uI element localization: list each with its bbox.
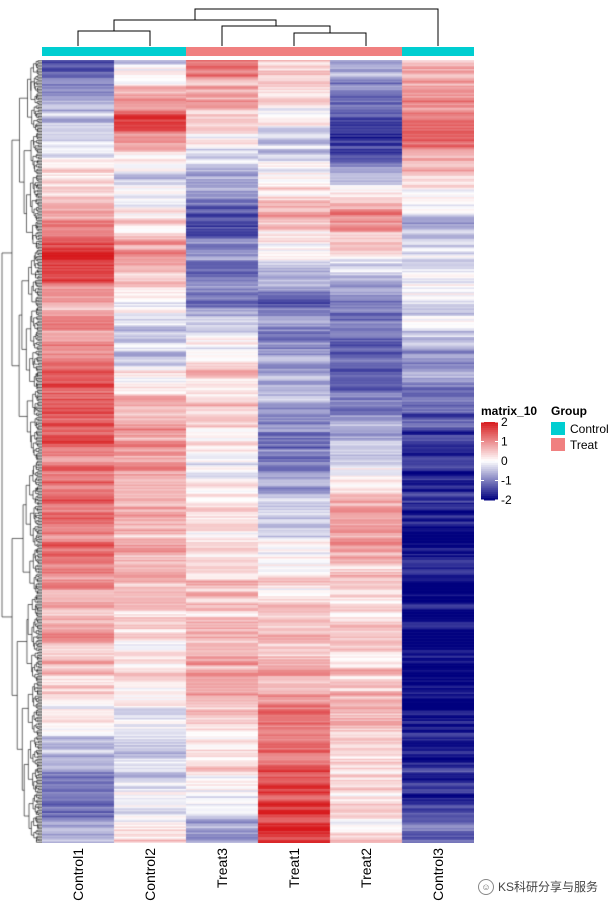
colorbar-step	[481, 422, 498, 425]
colorbar-step	[481, 451, 498, 454]
colorbar-step	[481, 476, 498, 480]
colorbar-step	[481, 470, 498, 474]
colorbar-step	[481, 457, 498, 460]
colorbar	[481, 422, 498, 501]
group-cell-control2	[114, 47, 186, 56]
colorbar-step	[481, 490, 498, 493]
colorbar-step	[481, 449, 498, 452]
colorbar-step	[481, 496, 498, 499]
colorbar-step	[481, 498, 498, 501]
colorbar-step	[481, 423, 498, 427]
group-legend-swatch-treat	[551, 438, 565, 451]
group-cell-control1	[42, 47, 114, 56]
group-legend-label-treat: Treat	[570, 438, 598, 452]
colorbar-step	[481, 437, 498, 441]
dendro-link-treat-group	[221, 25, 331, 46]
colorbar-tick-label: 0	[501, 454, 508, 468]
colorbar-step	[481, 445, 498, 448]
heatmap-cells	[42, 60, 474, 843]
colorbar-tick-label: 1	[501, 435, 508, 449]
colorbar-step	[481, 429, 498, 433]
column-dendrogram	[77, 8, 439, 46]
colorbar-step	[481, 466, 498, 470]
colorbar-step	[481, 480, 498, 483]
colorbar-step	[481, 474, 498, 478]
watermark: ☺ KS科研分享与服务	[477, 878, 598, 895]
colorbar-step	[481, 472, 498, 476]
dendro-link-control1-control2	[77, 30, 151, 46]
colorbar-step	[481, 427, 498, 431]
colorbar-step	[481, 433, 498, 437]
group-legend-swatch-control	[551, 422, 565, 435]
colorbar-ticks: 2 1 0 -1 -2	[481, 415, 512, 507]
colorbar-step	[481, 492, 498, 495]
column-label-treat2: Treat2	[358, 848, 374, 888]
column-label-control1: Control1	[70, 848, 86, 901]
color-scale-title: matrix_10	[481, 404, 537, 418]
colorbar-step	[481, 484, 498, 487]
dendro-link-root	[194, 8, 439, 46]
group-annotation-bar	[42, 47, 474, 56]
group-cell-treat2	[330, 47, 402, 56]
colorbar-step	[481, 425, 498, 429]
colorbar-step	[481, 453, 498, 456]
column-label-treat3: Treat3	[214, 848, 230, 888]
colorbar-step	[481, 482, 498, 485]
colorbar-step	[481, 488, 498, 491]
colorbar-step	[481, 459, 498, 462]
column-label-control3: Control3	[430, 848, 446, 901]
wechat-icon: ☺	[477, 878, 494, 895]
colorbar-step	[481, 447, 498, 450]
group-legend: Group Control Treat	[551, 404, 609, 452]
group-legend-title: Group	[551, 404, 587, 418]
colorbar-step	[481, 462, 498, 466]
column-label-treat1: Treat1	[286, 848, 302, 888]
group-legend-entries: Control Treat	[551, 422, 609, 452]
group-cell-treat1	[258, 47, 330, 56]
colorbar-step	[481, 441, 498, 444]
colorbar-step	[481, 486, 498, 489]
colorbar-step	[481, 455, 498, 458]
colorbar-step	[481, 435, 498, 439]
column-labels: Control1 Control2 Treat3 Treat1 Treat2 Contro…	[70, 848, 446, 901]
colorbar-step	[481, 461, 498, 464]
group-cell-treat3	[186, 47, 258, 56]
colorbar-step	[481, 494, 498, 497]
colorbar-tick-label: 2	[501, 415, 508, 429]
watermark-text: KS科研分享与服务	[497, 880, 598, 894]
row-dendrogram	[0, 60, 42, 843]
colorbar-tick-label: -1	[501, 474, 512, 488]
group-cell-control3	[402, 47, 474, 56]
dendro-link-treat1-treat2	[293, 32, 367, 46]
colorbar-step	[481, 443, 498, 446]
colorbar-step	[481, 468, 498, 472]
colorbar-step	[481, 464, 498, 468]
group-legend-label-control: Control	[570, 422, 609, 436]
color-scale-legend: matrix_10 2 1 0 -1 -2	[481, 404, 537, 507]
colorbar-step	[481, 439, 498, 442]
colorbar-step	[481, 431, 498, 435]
colorbar-step	[481, 478, 498, 481]
column-label-control2: Control2	[142, 848, 158, 901]
colorbar-tick-label: -2	[501, 493, 512, 507]
